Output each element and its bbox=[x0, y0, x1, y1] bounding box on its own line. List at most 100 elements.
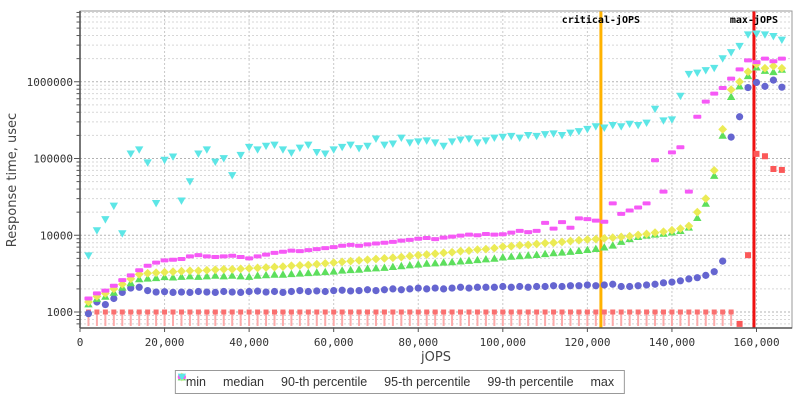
data-point bbox=[380, 253, 389, 263]
data-point bbox=[219, 155, 228, 163]
data-point bbox=[498, 232, 507, 237]
clipped-min-stem bbox=[518, 314, 521, 326]
data-point bbox=[397, 134, 406, 142]
data-point bbox=[735, 113, 744, 121]
data-point bbox=[177, 197, 186, 205]
data-point bbox=[414, 260, 423, 268]
data-point bbox=[490, 283, 498, 291]
data-point bbox=[490, 254, 499, 262]
data-point bbox=[151, 268, 161, 278]
clipped-min-cap bbox=[534, 309, 540, 315]
clipped-min-stem bbox=[577, 314, 580, 326]
clipped-min-cap bbox=[458, 309, 464, 315]
data-point bbox=[769, 59, 778, 64]
data-point bbox=[583, 125, 592, 134]
data-point bbox=[219, 264, 229, 274]
data-point bbox=[245, 256, 254, 261]
clipped-min-cap bbox=[187, 309, 193, 315]
clipped-min-cap bbox=[381, 309, 387, 315]
data-point bbox=[464, 135, 474, 143]
clipped-min-cap bbox=[415, 309, 421, 315]
legend-item-95-th-percentile: 95-th percentile bbox=[177, 372, 470, 389]
data-point bbox=[253, 287, 262, 295]
data-point bbox=[253, 271, 262, 279]
clipped-min-stem bbox=[451, 314, 454, 326]
data-point bbox=[397, 261, 406, 270]
data-point bbox=[236, 151, 245, 160]
data-point bbox=[726, 85, 736, 95]
data-point bbox=[270, 287, 279, 296]
clipped-min-stem bbox=[239, 314, 242, 326]
clipped-min-stem bbox=[527, 314, 530, 326]
data-point bbox=[338, 243, 347, 248]
data-point bbox=[380, 240, 389, 245]
clipped-min-stem bbox=[349, 314, 352, 326]
clipped-min-stem bbox=[121, 314, 124, 326]
data-point bbox=[101, 300, 109, 309]
data-point bbox=[84, 252, 93, 260]
clipped-min-cap bbox=[373, 309, 379, 315]
data-point bbox=[126, 274, 136, 284]
data-point bbox=[557, 248, 567, 256]
clipped-min-stem bbox=[146, 314, 149, 326]
clipped-min-cap bbox=[559, 309, 565, 315]
data-point bbox=[591, 123, 601, 131]
data-point bbox=[464, 246, 474, 256]
data-point bbox=[473, 139, 482, 147]
clipped-min-cap bbox=[153, 309, 159, 315]
clipped-min-stem bbox=[256, 314, 259, 326]
data-point bbox=[380, 286, 389, 294]
data-point bbox=[507, 283, 515, 291]
data-point bbox=[667, 116, 677, 124]
clipped-min-cap bbox=[255, 309, 261, 315]
data-point bbox=[202, 146, 212, 154]
data-point bbox=[574, 235, 584, 245]
x-tick-label: 60,000 bbox=[314, 336, 354, 349]
data-point bbox=[194, 150, 203, 158]
clipped-min-cap bbox=[424, 309, 430, 315]
clipped-min-cap bbox=[660, 309, 666, 315]
clipped-min-stem bbox=[670, 314, 673, 326]
clipped-min-stem bbox=[231, 314, 234, 326]
data-point bbox=[524, 230, 533, 235]
data-point bbox=[591, 244, 601, 252]
data-point bbox=[371, 241, 380, 246]
data-point bbox=[304, 287, 312, 296]
data-point bbox=[422, 137, 431, 145]
data-point bbox=[448, 284, 456, 292]
data-point bbox=[743, 31, 753, 39]
clipped-min-stem bbox=[434, 314, 437, 326]
y-axis-title: Response time, usec bbox=[5, 113, 20, 247]
data-point bbox=[270, 262, 279, 272]
data-point bbox=[473, 245, 482, 255]
data-point bbox=[329, 146, 338, 154]
data-point bbox=[447, 257, 457, 266]
data-point bbox=[431, 284, 439, 292]
data-point bbox=[464, 232, 473, 237]
data-point bbox=[515, 134, 524, 142]
data-point bbox=[92, 291, 102, 301]
data-point bbox=[439, 248, 449, 258]
data-point bbox=[211, 288, 219, 297]
threshold-label: max-jOPS bbox=[730, 14, 778, 26]
clipped-min-stem bbox=[654, 314, 657, 326]
data-point bbox=[380, 263, 389, 271]
data-point bbox=[642, 119, 651, 128]
clipped-min-stem bbox=[307, 314, 310, 326]
clipped-min-stem bbox=[138, 314, 141, 326]
data-point bbox=[236, 264, 246, 274]
data-point bbox=[389, 285, 397, 293]
data-point bbox=[151, 200, 161, 208]
clipped-min-cap bbox=[136, 309, 142, 315]
clipped-min-cap bbox=[584, 309, 590, 315]
data-point bbox=[675, 224, 685, 234]
data-point bbox=[169, 257, 178, 262]
series-max bbox=[84, 30, 787, 260]
data-point bbox=[642, 229, 651, 239]
data-point bbox=[439, 235, 448, 240]
data-point bbox=[745, 252, 752, 259]
data-point bbox=[447, 138, 457, 146]
data-point bbox=[600, 243, 609, 251]
data-point bbox=[473, 283, 482, 291]
clipped-min-cap bbox=[212, 309, 218, 315]
